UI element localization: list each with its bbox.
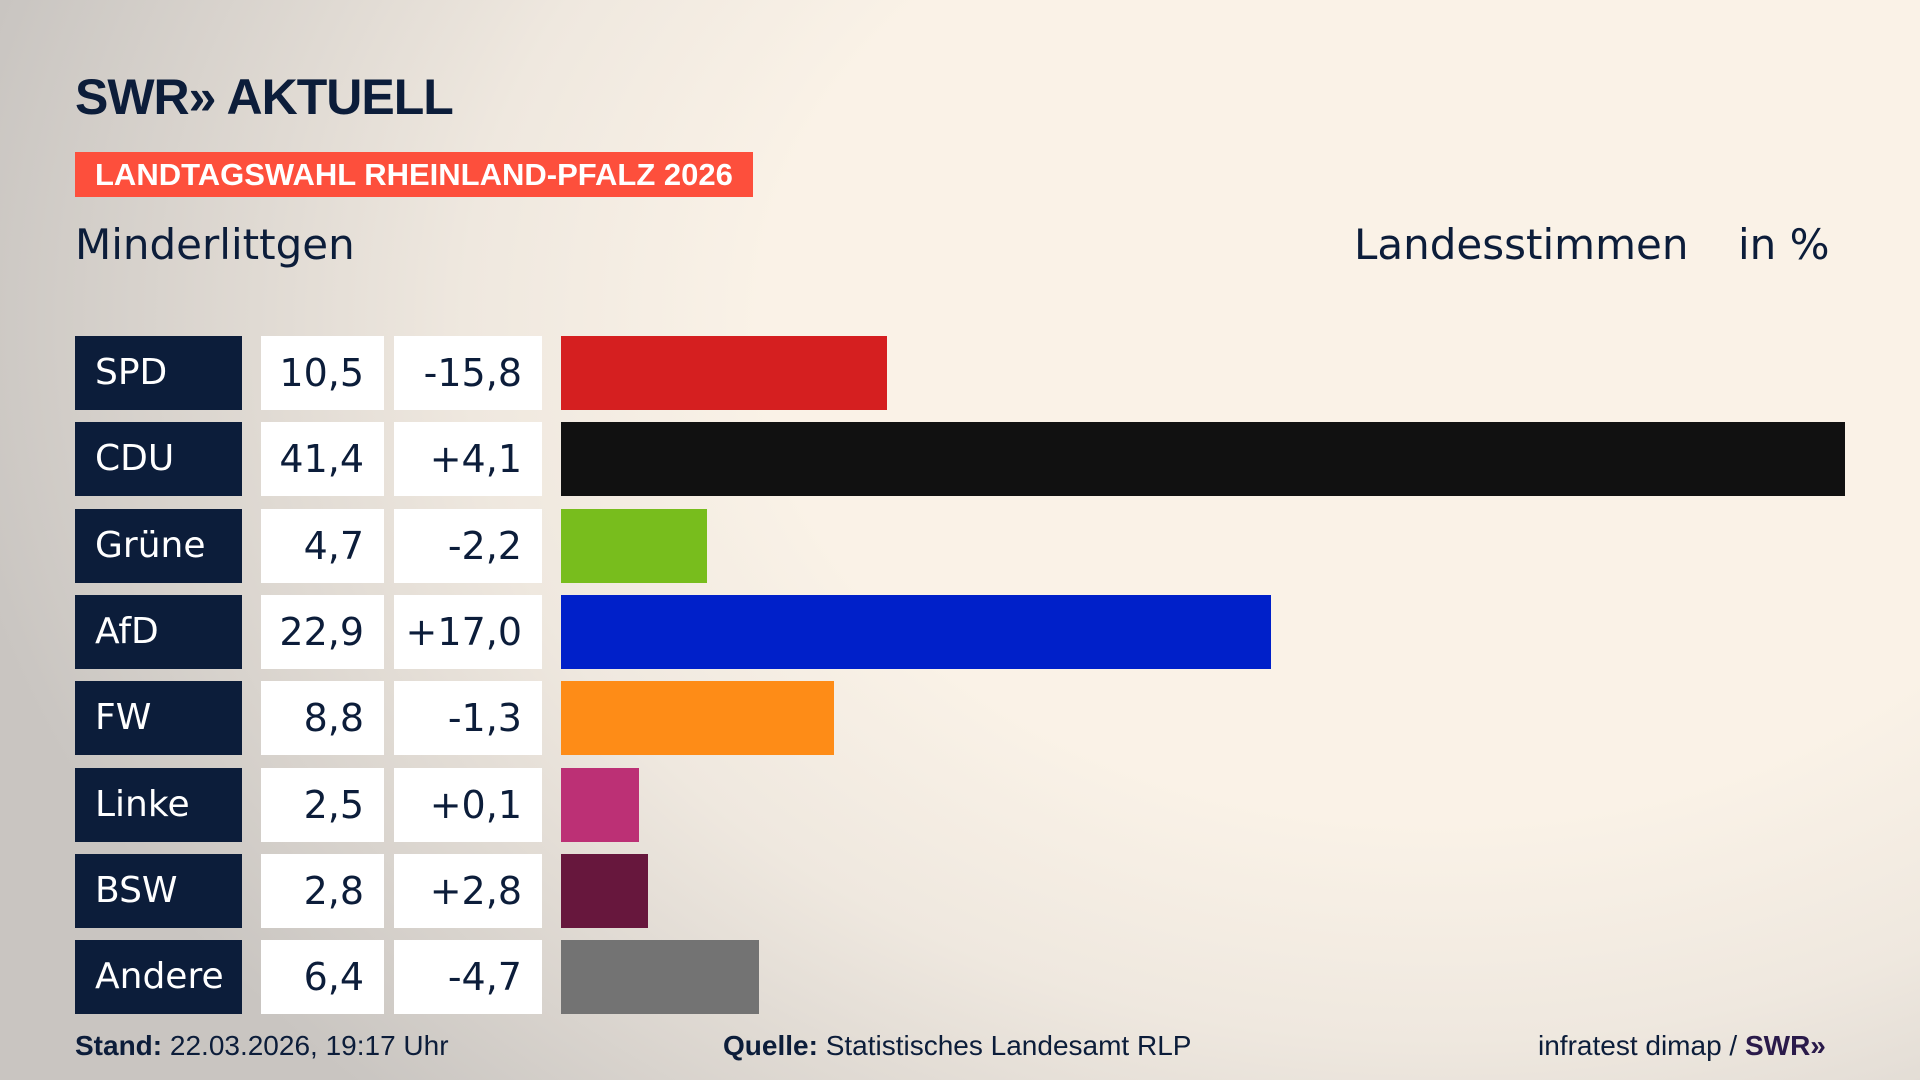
swr-logo: SWR» [1744,1030,1826,1061]
diff-label: -2,2 [394,508,542,583]
chart-row: Andere 6,4 -4,7 [0,940,1920,1015]
bar [561,508,707,583]
bar [561,940,760,1015]
chart-row: Grüne 4,7 -2,2 [0,508,1920,583]
diff-label: +4,1 [394,422,542,497]
bar [561,422,1845,497]
unit-label: in % [1738,220,1830,269]
value-label: 8,8 [261,681,384,756]
party-label: AfD [75,594,242,669]
chart-row: BSW 2,8 +2,8 [0,853,1920,928]
stand-value: 22.03.2026, 19:17 Uhr [169,1030,449,1061]
diff-label: -4,7 [394,940,542,1015]
source: Quelle: Statistisches Landesamt RLP [723,1030,1191,1062]
party-label: Andere [75,940,242,1015]
chart-row: CDU 41,4 +4,1 [0,422,1920,497]
diff-label: +17,0 [394,594,542,669]
diff-label: +2,8 [394,853,542,928]
chart-row: FW 8,8 -1,3 [0,681,1920,756]
election-banner: LANDTAGSWAHL RHEINLAND-PFALZ 2026 [75,152,753,197]
chart-row: Linke 2,5 +0,1 [0,767,1920,842]
party-label: SPD [75,336,242,410]
metric-label: Landesstimmen [1354,220,1689,269]
credit-text: infratest dimap / [1538,1030,1745,1061]
party-label: Linke [75,767,242,842]
place-title: Minderlittgen [75,220,355,269]
swr-aktuell-logo: SWR» AKTUELL [75,69,454,125]
value-label: 6,4 [261,940,384,1015]
value-label: 2,8 [261,853,384,928]
bar [561,767,639,842]
diff-label: +0,1 [394,767,542,842]
party-label: FW [75,681,242,756]
bar [561,594,1272,669]
value-label: 41,4 [261,422,384,497]
value-label: 22,9 [261,594,384,669]
diff-label: -1,3 [394,681,542,756]
value-label: 10,5 [261,336,384,410]
source-label: Quelle: [723,1030,818,1061]
bar [561,681,834,756]
chart-row: SPD 10,5 -15,8 [0,336,1920,410]
party-label: Grüne [75,508,242,583]
value-label: 4,7 [261,508,384,583]
chart-row: AfD 22,9 +17,0 [0,594,1920,669]
party-label: BSW [75,853,242,928]
source-value: Statistisches Landesamt RLP [825,1030,1192,1061]
bar [561,336,887,410]
bar [561,853,648,928]
party-label: CDU [75,422,242,497]
credit: infratest dimap / SWR» [1538,1030,1826,1062]
value-label: 2,5 [261,767,384,842]
timestamp: Stand: 22.03.2026, 19:17 Uhr [75,1030,449,1062]
stand-label: Stand: [75,1030,163,1061]
diff-label: -15,8 [394,336,542,410]
